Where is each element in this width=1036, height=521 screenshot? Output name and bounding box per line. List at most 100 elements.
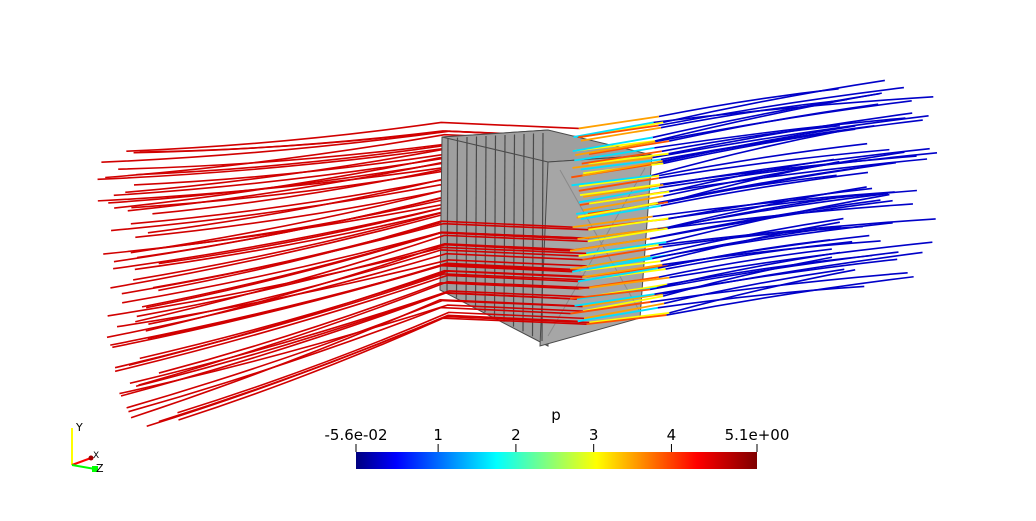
- streamline-upstream: [128, 306, 571, 413]
- streamline-transition: [588, 217, 669, 231]
- streamline-upstream: [136, 144, 573, 176]
- streamline-upstream: [131, 170, 572, 209]
- streamline-upstream: [114, 273, 586, 369]
- streamline-upstream: [134, 210, 577, 271]
- streamline-upstream: [158, 206, 588, 265]
- streamline-downstream: [663, 268, 845, 305]
- streamline-downstream: [663, 151, 905, 197]
- streamline-transition: [581, 150, 662, 165]
- streamline-downstream: [652, 191, 895, 218]
- streamline-downstream: [658, 152, 938, 189]
- streamline-downstream: [656, 251, 841, 289]
- streamline-transition: [572, 215, 653, 229]
- streamline-upstream: [114, 274, 578, 373]
- z-axis-tip: [92, 466, 98, 472]
- streamline-transition: [578, 115, 659, 130]
- streamline-transition: [579, 183, 661, 197]
- streamline-downstream: [658, 248, 832, 278]
- streamline-transition: [572, 136, 653, 152]
- streamline-transition: [575, 140, 656, 157]
- streamline-transition: [577, 228, 658, 240]
- colorbar-tick-label: 1: [433, 426, 443, 444]
- streamline-upstream: [136, 242, 575, 318]
- streamline-downstream: [649, 199, 881, 240]
- streamline-downstream: [661, 124, 840, 153]
- fin-edge: [522, 133, 525, 332]
- streamline-upstream: [147, 178, 572, 234]
- streamline-transition: [578, 124, 659, 139]
- streamlines-behind-object: [97, 79, 938, 289]
- streamline-downstream: [660, 171, 869, 207]
- streamline-downstream: [652, 115, 929, 159]
- x-axis-label: X: [93, 451, 99, 461]
- streamline-transition: [582, 246, 663, 261]
- colorbar-ticks: -5.6e-02 1 2 3 4 5.1e+00: [325, 426, 790, 452]
- streamline-upstream: [130, 298, 575, 419]
- streamline-upstream: [106, 252, 583, 339]
- streamline-upstream: [110, 212, 581, 289]
- streamline-upstream: [148, 249, 579, 325]
- streamline-transition: [574, 147, 655, 162]
- fin-edge: [531, 133, 535, 337]
- streamline-transition: [582, 160, 663, 177]
- streamline-upstream: [119, 304, 584, 395]
- streamline-transition: [588, 152, 669, 165]
- streamline-upstream: [139, 130, 574, 153]
- streamline-transition: [586, 314, 667, 326]
- streamline-downstream: [653, 96, 934, 124]
- streamline-transition: [589, 311, 670, 324]
- streamline-downstream: [666, 275, 914, 316]
- streamline-upstream: [133, 153, 575, 186]
- streamline-upstream: [118, 143, 575, 171]
- fin-edge: [474, 136, 478, 308]
- fin-edge: [512, 134, 516, 327]
- colorbar-tick-label: 2: [511, 426, 521, 444]
- streamline-upstream: [139, 270, 583, 360]
- streamline-transition: [583, 183, 664, 198]
- streamline-downstream: [657, 164, 874, 204]
- streamline-downstream: [665, 240, 853, 270]
- streamline-downstream: [657, 285, 865, 309]
- streamline-upstream: [135, 190, 584, 239]
- streamline-transition: [587, 227, 668, 243]
- streamline-transition: [574, 293, 655, 307]
- streamline-downstream: [667, 194, 858, 230]
- streamline-transition: [578, 244, 659, 257]
- streamline-upstream: [108, 162, 581, 204]
- streamline-downstream: [651, 130, 840, 177]
- streamline-upstream: [177, 311, 585, 414]
- streamline-transition: [571, 174, 652, 187]
- streamline-upstream: [158, 282, 579, 374]
- streamline-transition: [582, 295, 664, 313]
- streamline-transition: [582, 263, 663, 279]
- streamline-transition: [577, 267, 659, 283]
- block-face-diagonal: [559, 169, 641, 313]
- z-axis-label: Z: [96, 462, 104, 475]
- streamline-upstream: [152, 168, 583, 215]
- streamline-downstream: [662, 225, 863, 248]
- streamline-downstream: [654, 258, 898, 295]
- streamline-transition: [580, 204, 661, 221]
- streamline-downstream: [650, 217, 844, 257]
- streamline-transition: [589, 190, 670, 205]
- streamline-transition: [588, 140, 670, 156]
- streamline-downstream: [662, 79, 885, 124]
- colorbar-tick-label: 5.1e+00: [725, 426, 790, 444]
- streamline-upstream: [158, 314, 578, 423]
- streamline-downstream: [654, 117, 906, 149]
- streamline-transition: [573, 121, 654, 138]
- streamline-transition: [569, 237, 651, 252]
- streamline-transition: [580, 158, 661, 171]
- streamline-upstream: [178, 317, 587, 421]
- x-axis-line: [71, 457, 92, 466]
- streamline-transition: [589, 276, 670, 289]
- streamline-downstream: [652, 225, 842, 260]
- streamline-upstream: [126, 121, 579, 153]
- streamline-transition: [582, 293, 663, 308]
- streamline-upstream: [145, 232, 578, 309]
- orientation-axes: Y X Z: [71, 421, 104, 475]
- fin-edge: [503, 134, 506, 322]
- streamline-transition: [583, 195, 664, 212]
